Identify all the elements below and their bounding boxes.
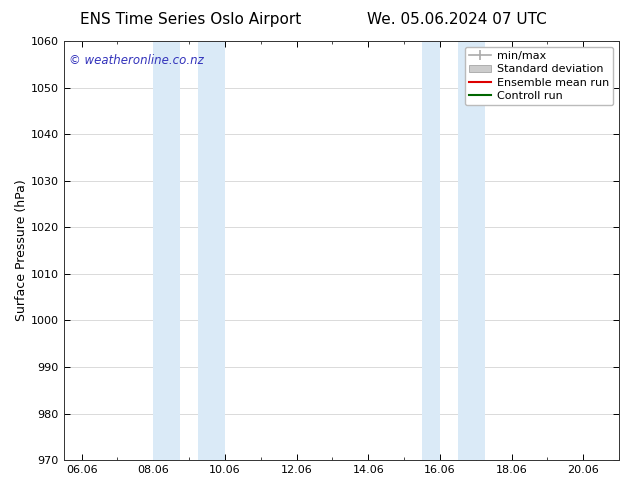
Bar xyxy=(198,41,225,460)
Bar xyxy=(458,41,484,460)
Bar xyxy=(153,41,180,460)
Bar xyxy=(422,41,440,460)
Y-axis label: Surface Pressure (hPa): Surface Pressure (hPa) xyxy=(15,180,28,321)
Text: We. 05.06.2024 07 UTC: We. 05.06.2024 07 UTC xyxy=(366,12,547,27)
Text: ENS Time Series Oslo Airport: ENS Time Series Oslo Airport xyxy=(80,12,301,27)
Legend: min/max, Standard deviation, Ensemble mean run, Controll run: min/max, Standard deviation, Ensemble me… xyxy=(465,47,614,105)
Text: © weatheronline.co.nz: © weatheronline.co.nz xyxy=(69,53,204,67)
